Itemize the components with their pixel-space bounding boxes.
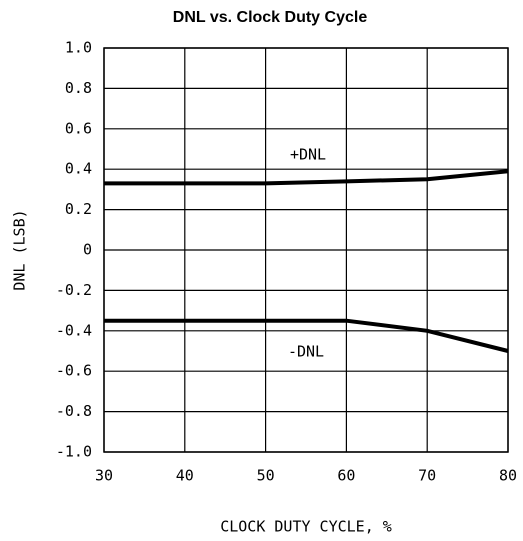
y-tick-label: -0.6 [56,362,92,380]
chart-title: DNL vs. Clock Duty Cycle [173,9,368,26]
y-tick-label: -0.2 [56,281,92,299]
y-tick-label: -0.4 [56,321,92,339]
x-tick-label: 70 [418,467,436,485]
series-label: -DNL [288,343,324,361]
x-tick-label: 80 [499,467,517,485]
y-tick-label: 0.8 [65,79,92,97]
y-tick-label: 0.2 [65,200,92,218]
data-line [104,318,509,353]
data-line [104,169,509,186]
series-label: +DNL [290,146,326,164]
plot-frame [103,47,509,453]
y-tick-label: 0.4 [65,160,92,178]
x-tick-label: 30 [95,467,113,485]
y-tick-label: 0.6 [65,119,92,137]
y-axis-label: DNL (LSB) [11,209,29,290]
x-tick-label: 40 [176,467,194,485]
y-tick-label: 0 [83,241,92,259]
x-tick-label: 50 [257,467,275,485]
x-axis-label: CLOCK DUTY CYCLE, % [220,518,392,536]
y-tick-label: -1.0 [56,443,92,461]
y-tick-label: -0.8 [56,402,92,420]
y-tick-label: 1.0 [65,39,92,57]
x-tick-label: 60 [337,467,355,485]
